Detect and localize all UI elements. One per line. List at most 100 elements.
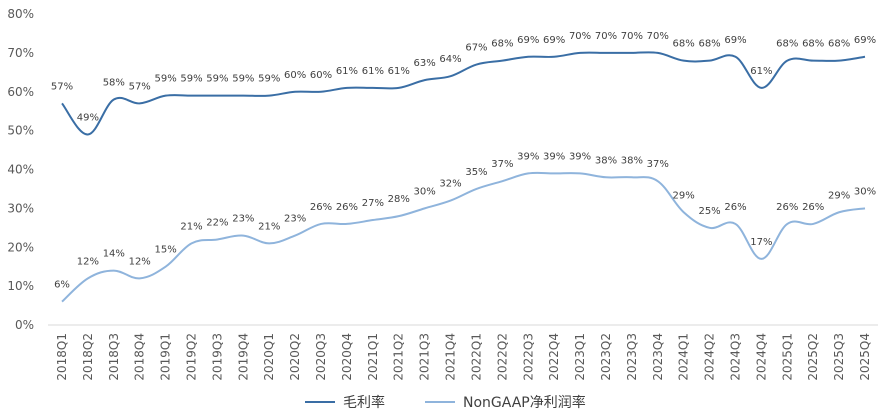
data-label-gross-margin: 61% [750, 66, 772, 77]
y-tick-label: 70% [7, 46, 34, 60]
data-label-gross-margin: 59% [258, 74, 280, 85]
x-tick-label: 2024Q4 [754, 333, 768, 381]
data-label-nongaap-net-margin: 14% [103, 249, 125, 260]
y-tick-label: 60% [7, 85, 34, 99]
data-label-gross-margin: 63% [414, 58, 436, 69]
y-tick-label: 40% [7, 163, 34, 177]
data-label-nongaap-net-margin: 12% [129, 256, 151, 267]
data-label-nongaap-net-margin: 23% [284, 214, 306, 225]
x-axis: 2018Q1 2018Q2 2018Q3 2018Q4 2019Q1 2019Q2 2019… [48, 324, 878, 381]
y-tick-label: 20% [7, 240, 34, 254]
data-label-gross-margin: 67% [465, 43, 487, 54]
data-labels: 57%49%58% 57%59% 59% 59% 59% 59% 60% 60% 61% 61% 6… [51, 31, 876, 291]
data-label-gross-margin: 69% [854, 35, 876, 46]
x-tick-label: 2025Q1 [780, 333, 794, 381]
data-label-nongaap-net-margin: 26% [310, 202, 332, 213]
data-label-gross-margin: 70% [569, 31, 591, 42]
x-tick-label: 2018Q4 [133, 333, 147, 381]
y-tick-label: 50% [7, 124, 34, 138]
x-tick-label: 2022Q1 [469, 333, 483, 381]
x-tick-label: 2023Q3 [625, 333, 639, 381]
data-label-nongaap-net-margin: 39% [517, 151, 539, 162]
data-label-gross-margin: 69% [724, 35, 746, 46]
data-label-nongaap-net-margin: 39% [569, 151, 591, 162]
x-tick-label: 2020Q3 [314, 333, 328, 381]
data-label-gross-margin: 70% [621, 31, 643, 42]
data-label-gross-margin: 69% [543, 35, 565, 46]
x-tick-label: 2025Q3 [832, 333, 846, 381]
x-tick-label: 2022Q4 [547, 333, 561, 381]
y-tick-label: 10% [7, 279, 34, 293]
x-tick-label: 2019Q4 [236, 333, 250, 381]
data-label-gross-margin: 61% [362, 66, 384, 77]
series-line-gross-margin [61, 51, 866, 136]
x-tick-label: 2019Q1 [159, 333, 173, 381]
data-label-gross-margin: 49% [77, 113, 99, 124]
data-label-nongaap-net-margin: 26% [802, 202, 824, 213]
data-label-nongaap-net-margin: 21% [180, 221, 202, 232]
data-label-gross-margin: 60% [310, 70, 332, 81]
data-label-gross-margin: 68% [776, 39, 798, 50]
x-tick-label: 2025Q4 [858, 333, 872, 381]
x-tick-label: 2018Q3 [107, 333, 121, 381]
data-label-gross-margin: 59% [180, 74, 202, 85]
x-tick-label: 2020Q2 [288, 333, 302, 381]
data-label-nongaap-net-margin: 37% [647, 159, 669, 170]
x-tick-label: 2021Q1 [366, 333, 380, 381]
data-label-nongaap-net-margin: 39% [543, 151, 565, 162]
x-tick-label: 2024Q3 [728, 333, 742, 381]
x-tick-label: 2021Q4 [444, 333, 458, 381]
data-label-nongaap-net-margin: 35% [465, 167, 487, 178]
data-label-gross-margin: 64% [439, 54, 461, 65]
data-label-nongaap-net-margin: 30% [414, 186, 436, 197]
data-label-nongaap-net-margin: 27% [362, 198, 384, 209]
data-label-nongaap-net-margin: 29% [673, 190, 695, 201]
x-tick-label: 2020Q4 [340, 333, 354, 381]
data-label-gross-margin: 61% [336, 66, 358, 77]
data-label-nongaap-net-margin: 22% [206, 217, 228, 228]
data-label-nongaap-net-margin: 26% [724, 202, 746, 213]
x-tick-label: 2023Q2 [599, 333, 613, 381]
x-tick-label: 2023Q4 [651, 333, 665, 381]
data-label-nongaap-net-margin: 6% [54, 280, 70, 291]
x-tick-label: 2024Q2 [703, 333, 717, 381]
data-label-gross-margin: 70% [647, 31, 669, 42]
data-label-nongaap-net-margin: 23% [232, 214, 254, 225]
x-tick-label: 2021Q2 [392, 333, 406, 381]
data-label-gross-margin: 68% [698, 39, 720, 50]
x-tick-label: 2019Q2 [185, 333, 199, 381]
data-label-gross-margin: 58% [103, 78, 125, 89]
data-label-nongaap-net-margin: 37% [491, 159, 513, 170]
y-tick-label: 0% [15, 318, 34, 332]
data-label-gross-margin: 57% [51, 81, 73, 92]
x-tick-label: 2021Q3 [418, 333, 432, 381]
x-tick-label: 2018Q2 [81, 333, 95, 381]
data-label-nongaap-net-margin: 17% [750, 237, 772, 248]
x-tick-label: 2024Q1 [677, 333, 691, 381]
x-tick-label: 2022Q3 [521, 333, 535, 381]
series-lines [61, 51, 866, 303]
data-label-gross-margin: 68% [802, 39, 824, 50]
data-label-gross-margin: 57% [129, 81, 151, 92]
x-tick-label: 2019Q3 [210, 333, 224, 381]
x-tick-label: 2023Q1 [573, 333, 587, 381]
data-label-gross-margin: 60% [284, 70, 306, 81]
legend-label-gross-margin: 毛利率 [343, 394, 385, 411]
series-line-nongaap-net-margin [61, 171, 866, 303]
data-label-nongaap-net-margin: 38% [621, 155, 643, 166]
data-label-gross-margin: 68% [828, 39, 850, 50]
data-label-nongaap-net-margin: 38% [595, 155, 617, 166]
data-label-gross-margin: 68% [673, 39, 695, 50]
x-tick-label: 2018Q1 [55, 333, 69, 381]
data-label-gross-margin: 59% [232, 74, 254, 85]
data-label-nongaap-net-margin: 12% [77, 256, 99, 267]
data-label-nongaap-net-margin: 26% [336, 202, 358, 213]
data-label-nongaap-net-margin: 32% [439, 179, 461, 190]
legend: 毛利率 NonGAAP净利润率 [305, 394, 586, 411]
y-tick-label: 30% [7, 201, 34, 215]
data-label-nongaap-net-margin: 15% [154, 245, 176, 256]
data-label-nongaap-net-margin: 26% [776, 202, 798, 213]
data-label-nongaap-net-margin: 25% [698, 206, 720, 217]
data-label-gross-margin: 59% [154, 74, 176, 85]
